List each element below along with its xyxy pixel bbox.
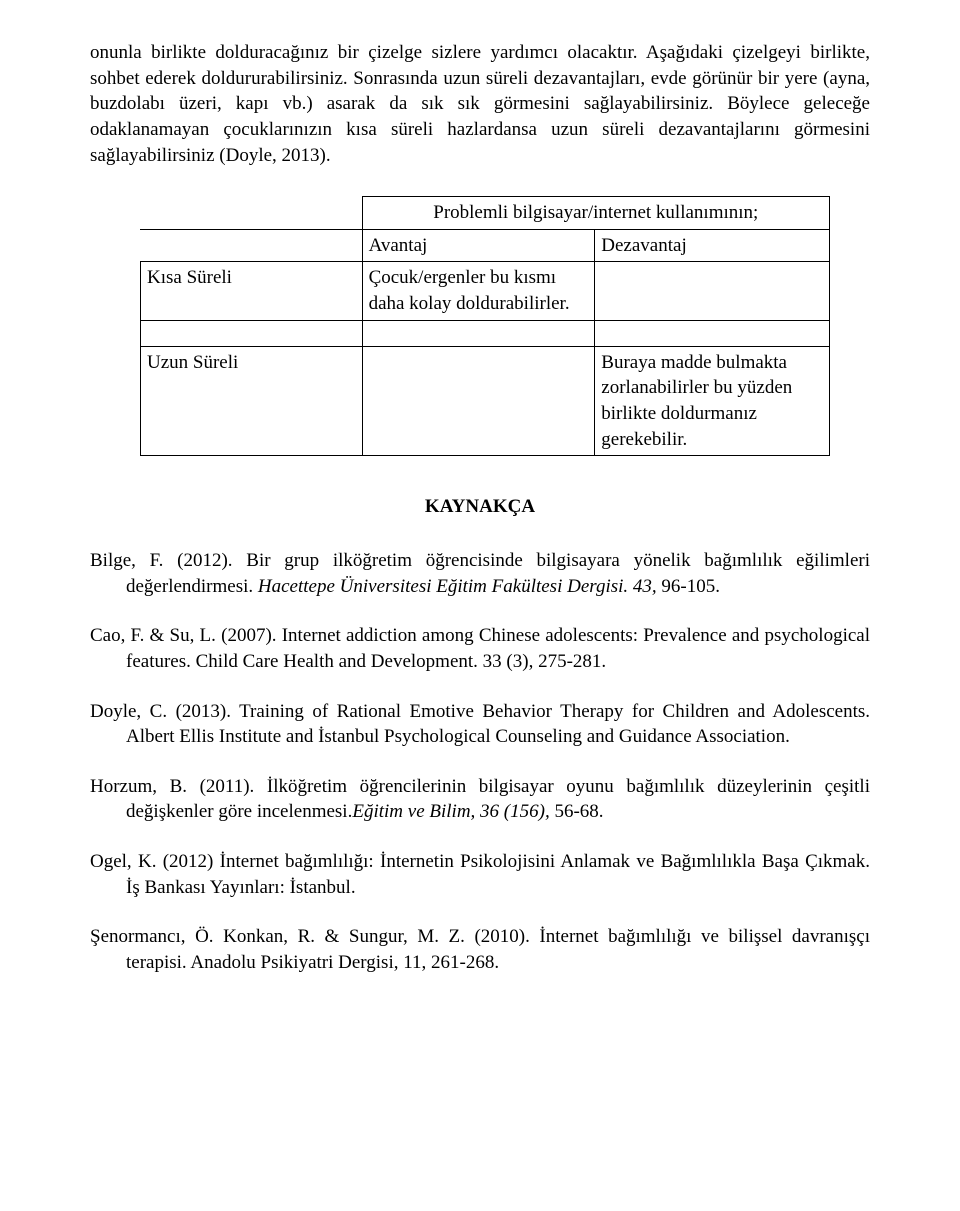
advantages-table-container: Problemli bilgisayar/internet kullanımın… <box>140 196 870 456</box>
table-gap-cell <box>141 320 363 346</box>
reference-item: Ogel, K. (2012) İnternet bağımlılığı: İn… <box>90 849 870 900</box>
table-header-span: Problemli bilgisayar/internet kullanımın… <box>362 197 829 230</box>
reference-item: Horzum, B. (2011). İlköğretim öğrenciler… <box>90 774 870 825</box>
reference-item: Cao, F. & Su, L. (2007). Internet addict… <box>90 623 870 674</box>
table-row-uzun-dezavantaj: Buraya madde bulmakta zorlanabilirler bu… <box>595 346 830 456</box>
references-heading: KAYNAKÇA <box>90 494 870 520</box>
table-col-dezavantaj: Dezavantaj <box>595 229 830 262</box>
table-row-kisa-dezavantaj <box>595 262 830 320</box>
table-gap-cell <box>595 320 830 346</box>
table-empty-subhead-left <box>141 229 363 262</box>
ref-italic: Hacettepe Üniversitesi Eğitim Fakültesi … <box>258 576 657 597</box>
ref-italic: Eğitim ve Bilim, 36 (156), <box>352 801 549 822</box>
intro-paragraph: onunla birlikte dolduracağınız bir çizel… <box>90 40 870 168</box>
advantages-table: Problemli bilgisayar/internet kullanımın… <box>140 196 830 456</box>
table-gap-cell <box>362 320 595 346</box>
table-row-uzun-avantaj <box>362 346 595 456</box>
ref-text: 56-68. <box>550 801 604 822</box>
table-empty-top-left <box>141 197 363 230</box>
ref-text: 96-105. <box>657 576 720 597</box>
table-col-avantaj: Avantaj <box>362 229 595 262</box>
table-row-kisa-label: Kısa Süreli <box>141 262 363 320</box>
reference-item: Bilge, F. (2012). Bir grup ilköğretim öğ… <box>90 548 870 599</box>
table-row-uzun-label: Uzun Süreli <box>141 346 363 456</box>
table-row-kisa-avantaj: Çocuk/ergenler bu kısmı daha kolay doldu… <box>362 262 595 320</box>
reference-item: Doyle, C. (2013). Training of Rational E… <box>90 699 870 750</box>
reference-item: Şenormancı, Ö. Konkan, R. & Sungur, M. Z… <box>90 924 870 975</box>
